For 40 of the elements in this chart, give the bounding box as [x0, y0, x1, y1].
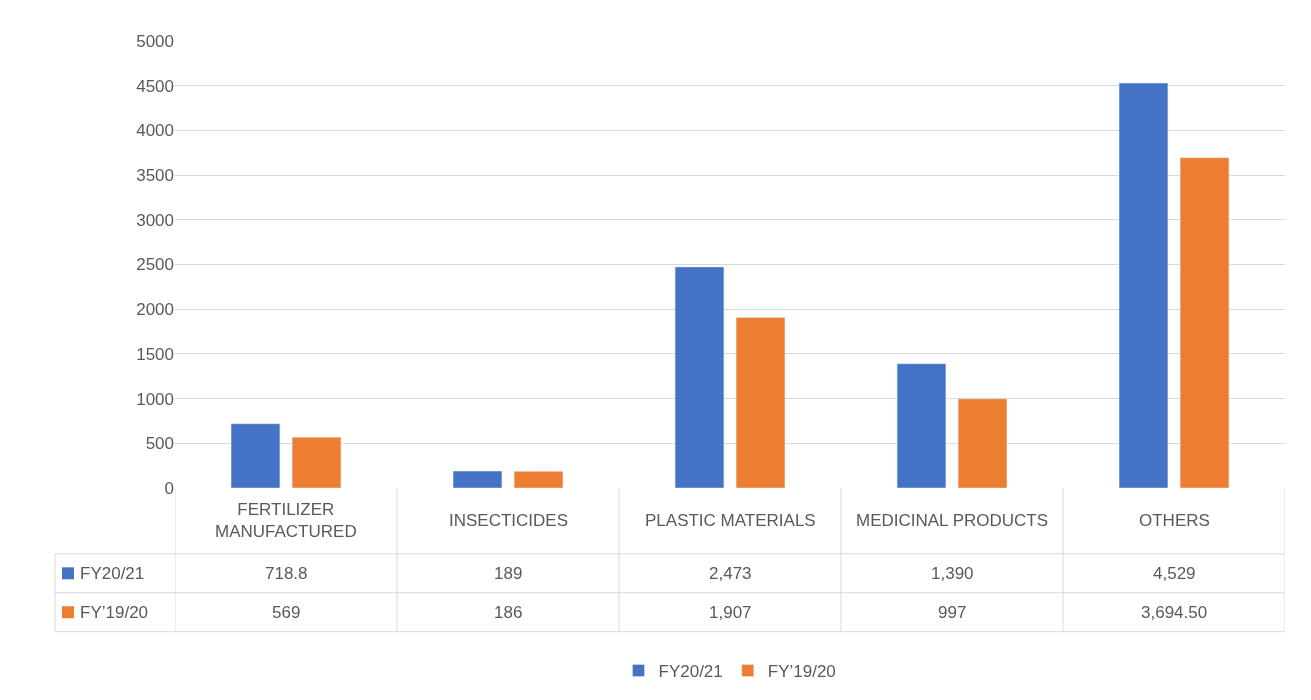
- bar: [452, 470, 503, 488]
- data-label: 1,390: [931, 564, 974, 583]
- bar: [1118, 82, 1169, 488]
- y-tick-label: 3000: [136, 210, 174, 230]
- legend-label: FY20/21: [80, 564, 145, 583]
- bar: [1179, 157, 1230, 488]
- data-label: 718.8: [265, 564, 308, 583]
- data-label: 4,529: [1153, 564, 1196, 583]
- data-label: 186: [494, 603, 523, 622]
- bar: [735, 317, 786, 488]
- y-tick-label: 2500: [136, 255, 174, 275]
- y-tick-label: 4500: [136, 76, 174, 96]
- bar: [896, 363, 947, 488]
- x-tick-label: PLASTIC MATERIALS: [645, 511, 816, 530]
- data-label: 2,473: [709, 564, 752, 583]
- y-tick-label: 0: [164, 478, 174, 498]
- x-tick-label: OTHERS: [1139, 511, 1210, 530]
- data-label: 3,694.50: [1141, 603, 1208, 622]
- legend-label: FY’19/20: [767, 662, 836, 682]
- data-label: 569: [272, 603, 301, 622]
- data-label: 189: [494, 564, 523, 583]
- text: FY’19/20: [80, 603, 149, 622]
- bar: [291, 436, 342, 488]
- y-tick-label: 4000: [136, 121, 174, 141]
- y-tick-label: 3500: [136, 166, 174, 186]
- data-label: 997: [938, 603, 967, 622]
- y-tick-label: 500: [145, 434, 174, 454]
- y-tick-label: 1500: [136, 344, 174, 364]
- text: FY20/21: [658, 662, 723, 682]
- y-tick-label: 2000: [136, 300, 174, 320]
- bar: [674, 266, 725, 488]
- bar: [513, 471, 564, 488]
- x-tick-label: FERTILIZER MANUFACTURED: [215, 500, 357, 542]
- data-label: 1,907: [709, 603, 752, 622]
- y-tick-label: 1000: [136, 389, 174, 409]
- bar: [230, 423, 281, 488]
- x-tick-label: MEDICINAL PRODUCTS: [856, 511, 1049, 530]
- bar: [957, 398, 1008, 488]
- y-tick-label: 5000: [136, 31, 174, 51]
- x-tick-label: INSECTICIDES: [449, 511, 569, 530]
